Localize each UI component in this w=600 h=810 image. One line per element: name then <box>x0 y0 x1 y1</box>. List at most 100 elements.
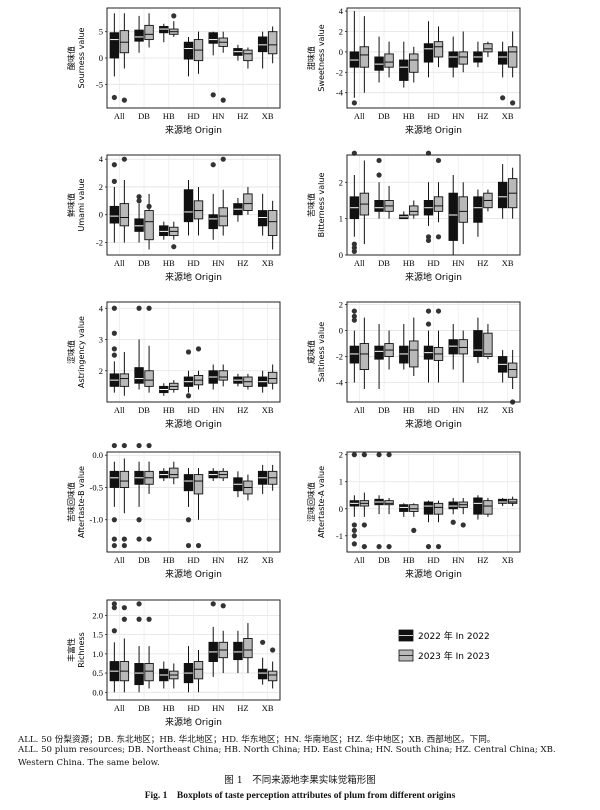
box-db-2023 <box>384 330 394 370</box>
outlier-point <box>185 542 192 549</box>
boxplot-panel-5: 2 3 4 All DB HB HD HN HZ XB 来源地 Origin 涩味值Astringen… <box>66 301 281 430</box>
y-tick-label: -2 <box>96 238 103 248</box>
box-hn-2022 <box>448 324 458 370</box>
outlier-point <box>111 352 117 358</box>
outlier-point <box>361 522 367 528</box>
box-db-2023 <box>384 41 394 78</box>
box-all-2023 <box>119 605 130 693</box>
outlier-point <box>450 519 456 525</box>
box-hd-2022 <box>423 21 434 78</box>
y-tick-label: -1 <box>336 531 343 541</box>
y-tick-label: 2 <box>339 300 343 310</box>
box-hd-2022 <box>183 349 194 399</box>
x-tick-label: HZ <box>237 111 248 121</box>
box-body <box>267 371 278 384</box>
box-hd-2022 <box>423 150 434 244</box>
box-body <box>399 345 409 364</box>
outlier-point <box>111 346 117 352</box>
box-body <box>267 31 278 55</box>
x-tick-label: HB <box>403 111 415 121</box>
note-en: ALL. 50 plum resources; DB. Northeast Ch… <box>18 745 556 768</box>
box-hz-2023 <box>243 47 253 69</box>
box-hb-2023 <box>169 221 179 250</box>
y-tick-label: 2 <box>339 450 343 460</box>
box-hz-2022 <box>473 317 483 364</box>
x-tick-label: HD <box>187 555 199 565</box>
x-tick-label: XB <box>262 555 274 565</box>
outlier-point <box>220 156 226 162</box>
box-body <box>483 332 493 357</box>
box-db-2023 <box>384 452 394 550</box>
outlier-point <box>121 542 127 549</box>
x-tick-label: All <box>114 111 126 121</box>
outlier-point <box>351 100 357 106</box>
y-tick-label: 1 <box>339 477 343 487</box>
x-tick-label: DB <box>138 258 150 268</box>
boxplot-panel-4: 0 1 2 All DB HB HD HN HZ XB 来源地 Origin 苦味值Bitternes… <box>306 150 521 283</box>
outlier-point <box>376 172 382 178</box>
x-tick-label: HB <box>403 258 415 268</box>
x-axis-label: 来源地 Origin <box>405 124 462 136</box>
box-all-2023 <box>119 156 130 243</box>
box-body <box>119 470 130 488</box>
x-tick-label: DB <box>138 405 150 415</box>
box-hn-2022 <box>208 468 218 482</box>
box-db-2022 <box>134 601 144 693</box>
outlier-point <box>111 305 117 311</box>
x-tick-label: All <box>354 405 366 415</box>
box-body <box>134 663 144 686</box>
x-axis-label: 来源地 Origin <box>405 271 462 283</box>
box-db-2022 <box>374 157 384 219</box>
outlier-point <box>171 244 177 250</box>
box-xb-2023 <box>267 647 278 689</box>
box-body <box>473 497 483 515</box>
outlier-point <box>136 305 142 311</box>
caption-cn: 图 1 不同来源地李果实味觉箱形图 <box>224 775 376 786</box>
y-tick-label: 1 <box>339 214 343 224</box>
box-all-2022 <box>109 601 120 693</box>
y-tick-label: 2 <box>99 182 103 192</box>
outlier-point <box>435 234 442 240</box>
x-tick-label: HD <box>427 405 439 415</box>
outlier-point <box>210 92 216 98</box>
y-tick-label: 0 <box>339 504 343 514</box>
box-hz-2022 <box>233 198 243 222</box>
y-tick-label: 4 <box>339 6 344 16</box>
box-body <box>497 51 508 65</box>
y-tick-label: 0 <box>339 47 343 57</box>
legend-label: 2022 年 In 2022 <box>418 630 490 642</box>
outlier-point <box>185 349 192 355</box>
box-body <box>507 498 518 504</box>
box-hd-2023 <box>433 500 444 550</box>
y-tick-label: 1.5 <box>92 630 103 640</box>
box-hn-2022 <box>448 36 458 78</box>
box-body <box>409 205 419 216</box>
box-all-2022 <box>109 13 120 101</box>
box-body <box>473 196 483 223</box>
x-tick-label: All <box>114 703 126 713</box>
box-hn-2022 <box>448 175 458 255</box>
x-axis-label: 来源地 Origin <box>165 716 222 728</box>
outlier-point <box>146 203 152 209</box>
plot-frame <box>346 301 521 403</box>
box-db-2022 <box>374 36 384 83</box>
outlier-point <box>210 162 216 168</box>
x-tick-label: HN <box>212 555 224 565</box>
boxplot-panel-6: -4 -2 0 2 All DB HB HD HN HZ XB 来源地 Origin 咸味值Saltin… <box>306 300 521 430</box>
box-body <box>458 51 468 65</box>
outlier-point <box>136 198 142 204</box>
box-all-2022 <box>349 452 360 547</box>
box-body <box>497 498 508 504</box>
outlier-point <box>111 94 117 101</box>
box-xb-2022 <box>497 164 508 219</box>
x-tick-label: HD <box>187 405 199 415</box>
caption-en: Fig. 1 Boxplots of taste perception attr… <box>144 791 456 801</box>
box-xb-2023 <box>267 26 278 64</box>
box-hb-2023 <box>409 317 419 377</box>
x-tick-label: HN <box>452 555 464 565</box>
x-tick-label: HN <box>452 111 464 121</box>
box-hn-2022 <box>208 364 218 390</box>
box-body <box>243 193 253 212</box>
x-tick-label: HD <box>427 258 439 268</box>
x-tick-label: HN <box>452 258 464 268</box>
